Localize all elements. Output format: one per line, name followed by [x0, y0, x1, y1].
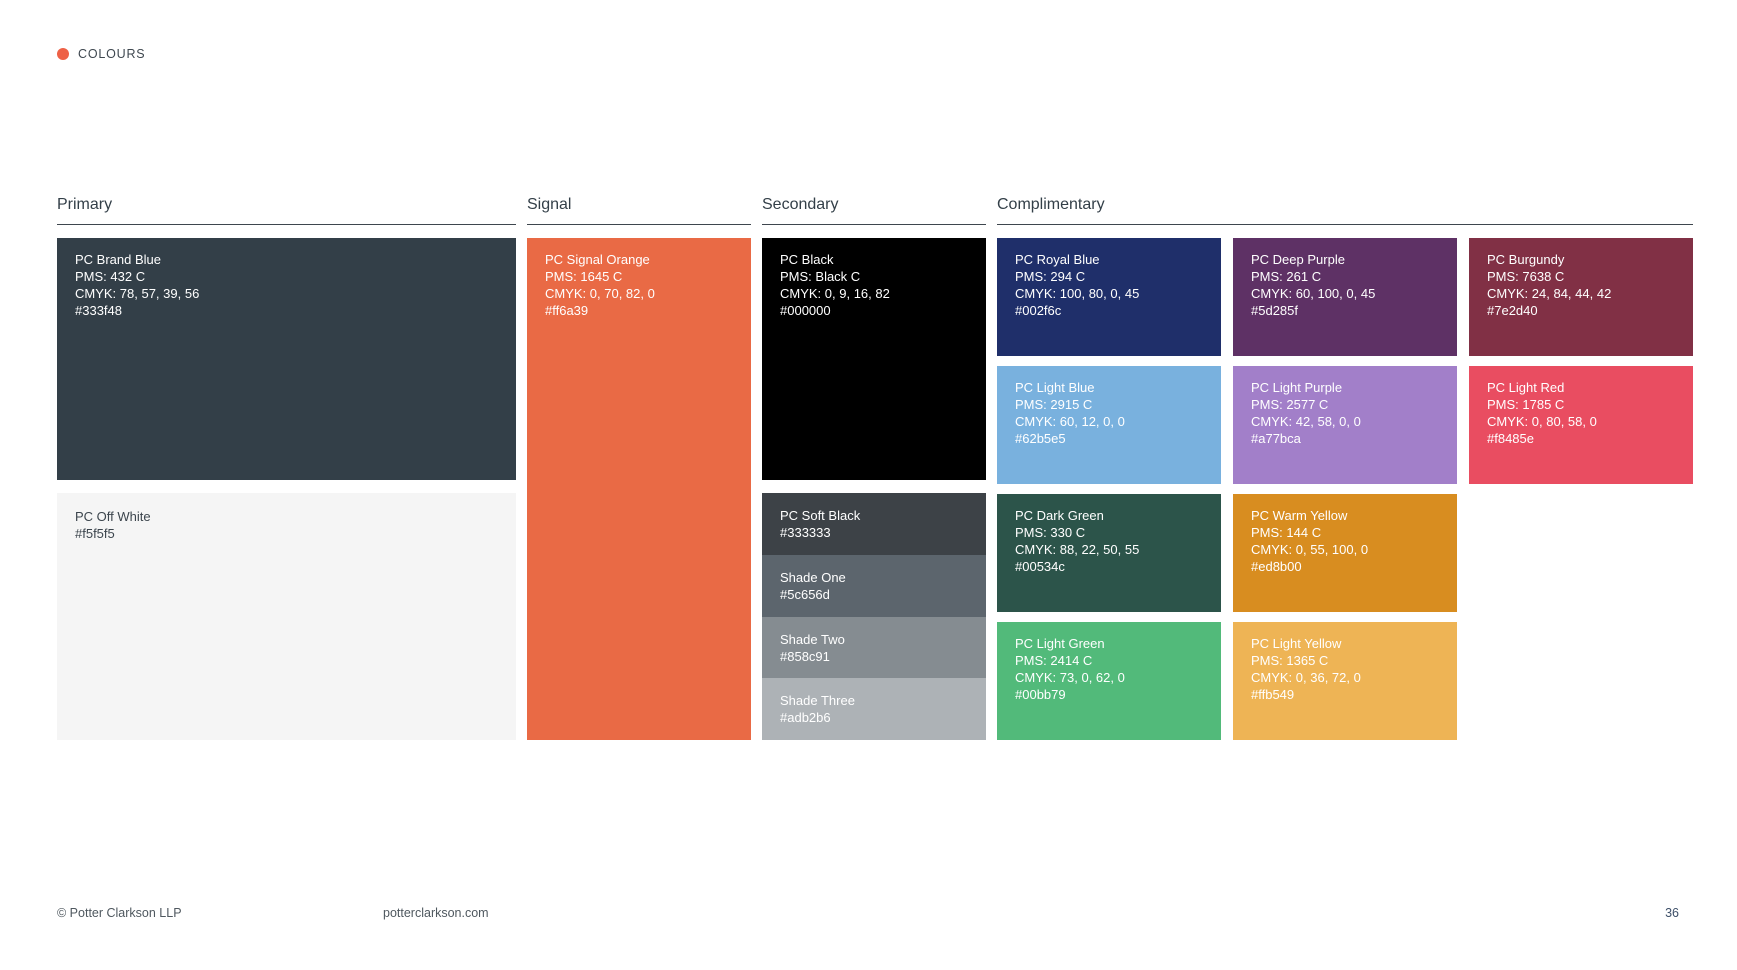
swatch-hex: #002f6c [1015, 303, 1062, 318]
swatch-pc-light-purple: PC Light Purple PMS: 2577 C CMYK: 42, 58… [1233, 366, 1457, 484]
swatch-cmyk: CMYK: 78, 57, 39, 56 [75, 286, 200, 301]
section-signal: Signal PC Signal Orange PMS: 1645 C CMYK… [527, 196, 751, 740]
swatch-cmyk: CMYK: 0, 36, 72, 0 [1251, 670, 1361, 685]
swatch-pc-burgundy: PC Burgundy PMS: 7638 C CMYK: 24, 84, 44… [1469, 238, 1693, 356]
swatch-cmyk: CMYK: 24, 84, 44, 42 [1487, 286, 1612, 301]
swatch-name: PC Deep Purple [1251, 252, 1345, 267]
swatch-hex: #5d285f [1251, 303, 1298, 318]
swatch-name: Shade One [780, 570, 846, 585]
swatch-shade-two: Shade Two #858c91 [762, 617, 986, 678]
swatch-pms: PMS: 1785 C [1487, 397, 1565, 412]
swatch-name: PC Light Purple [1251, 380, 1343, 395]
swatch-cmyk: CMYK: 0, 9, 16, 82 [780, 286, 890, 301]
swatch-name: PC Off White [75, 509, 151, 524]
swatch-pc-deep-purple: PC Deep Purple PMS: 261 C CMYK: 60, 100,… [1233, 238, 1457, 356]
swatch-hex: #adb2b6 [780, 710, 831, 725]
swatch-hex: #333f48 [75, 303, 122, 318]
swatch-pms: PMS: 294 C [1015, 269, 1086, 284]
swatch-hex: #ffb549 [1251, 687, 1295, 702]
swatch-pc-light-green: PC Light Green PMS: 2414 C CMYK: 73, 0, … [997, 622, 1221, 740]
swatch-name: PC Black [780, 252, 834, 267]
swatch-name: PC Light Yellow [1251, 636, 1342, 651]
bullet-dot-icon [57, 48, 69, 60]
section-primary: Primary PC Brand Blue PMS: 432 C CMYK: 7… [57, 196, 516, 740]
swatch-hex: #000000 [780, 303, 831, 318]
footer-website-link[interactable]: potterclarkson.com [383, 906, 489, 920]
empty-grid-cell [1469, 494, 1693, 612]
swatch-hex: #858c91 [780, 649, 830, 664]
swatch-shade-three: Shade Three #adb2b6 [762, 678, 986, 740]
section-secondary: Secondary PC Black PMS: Black C CMYK: 0,… [762, 196, 986, 740]
swatch-cmyk: CMYK: 60, 100, 0, 45 [1251, 286, 1376, 301]
swatch-pms: PMS: 1645 C [545, 269, 623, 284]
swatch-hex: #00bb79 [1015, 687, 1066, 702]
swatch-hex: #f8485e [1487, 431, 1534, 446]
swatch-pms: PMS: Black C [780, 269, 861, 284]
swatch-pms: PMS: 330 C [1015, 525, 1086, 540]
swatch-pms: PMS: 144 C [1251, 525, 1322, 540]
swatch-hex: #ff6a39 [545, 303, 589, 318]
section-heading-signal: Signal [527, 196, 751, 225]
swatch-pms: PMS: 2577 C [1251, 397, 1329, 412]
swatch-cmyk: CMYK: 0, 70, 82, 0 [545, 286, 655, 301]
section-heading-secondary: Secondary [762, 196, 986, 225]
swatch-cmyk: CMYK: 0, 80, 58, 0 [1487, 414, 1597, 429]
swatch-cmyk: CMYK: 42, 58, 0, 0 [1251, 414, 1361, 429]
swatch-hex: #f5f5f5 [75, 526, 115, 541]
swatch-name: PC Warm Yellow [1251, 508, 1348, 523]
swatch-name: PC Light Green [1015, 636, 1105, 651]
shade-stack: PC Soft Black #333333 Shade One #5c656d … [762, 493, 986, 740]
swatch-name: Shade Three [780, 693, 855, 708]
swatch-hex: #7e2d40 [1487, 303, 1538, 318]
swatch-cmyk: CMYK: 73, 0, 62, 0 [1015, 670, 1125, 685]
swatch-hex: #62b5e5 [1015, 431, 1066, 446]
empty-grid-cell [1469, 622, 1693, 740]
swatch-name: PC Light Red [1487, 380, 1565, 395]
swatch-pc-black: PC Black PMS: Black C CMYK: 0, 9, 16, 82… [762, 238, 986, 480]
swatch-pc-royal-blue: PC Royal Blue PMS: 294 C CMYK: 100, 80, … [997, 238, 1221, 356]
swatch-pms: PMS: 1365 C [1251, 653, 1329, 668]
swatch-pc-light-blue: PC Light Blue PMS: 2915 C CMYK: 60, 12, … [997, 366, 1221, 484]
swatch-hex: #ed8b00 [1251, 559, 1302, 574]
swatch-name: PC Burgundy [1487, 252, 1565, 267]
swatch-name: PC Dark Green [1015, 508, 1104, 523]
swatch-pms: PMS: 7638 C [1487, 269, 1565, 284]
swatch-pms: PMS: 432 C [75, 269, 146, 284]
swatch-pc-brand-blue: PC Brand Blue PMS: 432 C CMYK: 78, 57, 3… [57, 238, 516, 480]
section-heading-complimentary: Complimentary [997, 196, 1693, 225]
swatch-name: PC Soft Black [780, 508, 861, 523]
complimentary-grid: PC Royal Blue PMS: 294 C CMYK: 100, 80, … [997, 238, 1693, 740]
swatch-name: PC Royal Blue [1015, 252, 1100, 267]
swatch-cmyk: CMYK: 100, 80, 0, 45 [1015, 286, 1140, 301]
page-header: COLOURS [57, 47, 145, 61]
swatch-name: PC Brand Blue [75, 252, 161, 267]
swatch-cmyk: CMYK: 60, 12, 0, 0 [1015, 414, 1125, 429]
swatch-pc-light-yellow: PC Light Yellow PMS: 1365 C CMYK: 0, 36,… [1233, 622, 1457, 740]
footer-copyright: © Potter Clarkson LLP [57, 906, 182, 920]
section-complimentary: Complimentary PC Royal Blue PMS: 294 C C… [997, 196, 1693, 740]
swatch-pc-light-red: PC Light Red PMS: 1785 C CMYK: 0, 80, 58… [1469, 366, 1693, 484]
swatch-hex: #5c656d [780, 587, 830, 602]
swatch-pms: PMS: 2414 C [1015, 653, 1093, 668]
swatch-name: PC Light Blue [1015, 380, 1095, 395]
swatch-shade-one: Shade One #5c656d [762, 555, 986, 617]
swatch-hex: #00534c [1015, 559, 1065, 574]
swatch-cmyk: CMYK: 88, 22, 50, 55 [1015, 542, 1140, 557]
footer-page-number: 36 [1665, 906, 1679, 920]
swatch-pms: PMS: 2915 C [1015, 397, 1093, 412]
swatch-pc-signal-orange: PC Signal Orange PMS: 1645 C CMYK: 0, 70… [527, 238, 751, 740]
swatch-cmyk: CMYK: 0, 55, 100, 0 [1251, 542, 1369, 557]
swatch-name: Shade Two [780, 632, 845, 647]
swatch-hex: #333333 [780, 525, 831, 540]
swatch-pc-off-white: PC Off White #f5f5f5 [57, 493, 516, 740]
page-title: COLOURS [78, 47, 146, 61]
swatch-pc-soft-black: PC Soft Black #333333 [762, 493, 986, 555]
swatch-pc-dark-green: PC Dark Green PMS: 330 C CMYK: 88, 22, 5… [997, 494, 1221, 612]
swatch-hex: #a77bca [1251, 431, 1301, 446]
swatch-name: PC Signal Orange [545, 252, 650, 267]
section-heading-primary: Primary [57, 196, 516, 225]
swatch-pc-warm-yellow: PC Warm Yellow PMS: 144 C CMYK: 0, 55, 1… [1233, 494, 1457, 612]
swatch-pms: PMS: 261 C [1251, 269, 1322, 284]
